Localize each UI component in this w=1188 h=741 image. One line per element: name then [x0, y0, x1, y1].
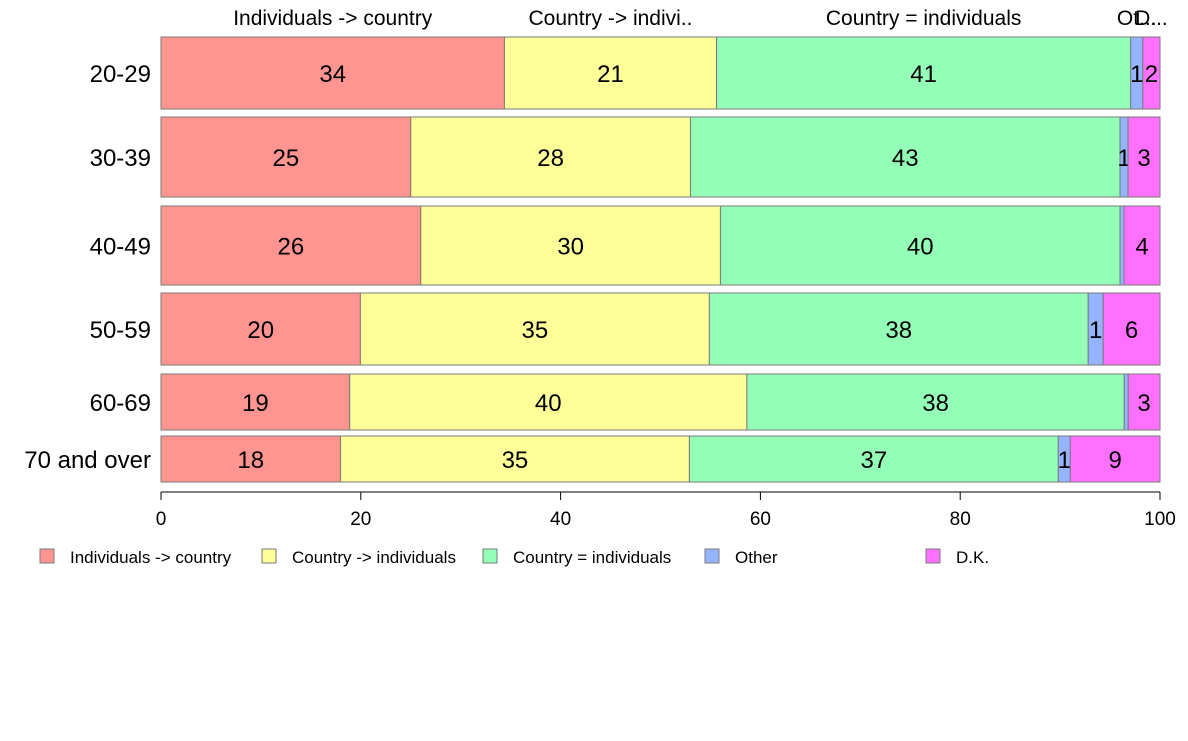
legend-swatch — [261, 548, 277, 564]
bar-segment — [719, 205, 1121, 286]
category-label: 50-59 — [90, 317, 151, 344]
data-label: 3 — [1137, 390, 1150, 417]
legend-swatch — [482, 548, 498, 564]
x-tick-label: 80 — [950, 509, 971, 530]
category-label: 20-29 — [90, 61, 151, 88]
bar-segment — [689, 116, 1121, 198]
bar-segment — [1123, 373, 1129, 431]
data-label: 30 — [557, 234, 584, 261]
data-label: 6 — [1125, 317, 1138, 344]
bar-segment — [160, 373, 351, 431]
bars-layer: 34 21 41 1 225 28 43 1 326 30 40 420 35 38 1 619 40 38 318… — [160, 36, 1161, 483]
category-labels: 20-29 30-39 40-49 50-59 60-69 70 and over — [24, 61, 151, 474]
data-label: 26 — [278, 234, 305, 261]
data-label: 19 — [242, 390, 269, 417]
data-label: 3 — [1137, 145, 1150, 172]
bar-segment — [410, 116, 691, 198]
data-label: 35 — [522, 317, 549, 344]
bar-segment — [160, 292, 361, 366]
category-label: 60-69 — [90, 390, 151, 417]
x-tick-label: 20 — [350, 509, 371, 530]
bar-segment — [746, 373, 1125, 431]
bar-segment — [708, 292, 1089, 366]
data-label: 1 — [1089, 317, 1102, 344]
bar-segment — [1142, 36, 1161, 110]
data-label: 40 — [907, 234, 934, 261]
bar-segment — [160, 435, 341, 483]
bar-segment — [160, 116, 412, 198]
x-tick-label: 40 — [550, 509, 571, 530]
x-tick-label: 60 — [750, 509, 771, 530]
x-tick-label: 0 — [156, 509, 167, 530]
bar-segment — [1123, 205, 1161, 286]
legend-label: Country -> individuals — [292, 548, 456, 567]
column-header-label: Individuals -> country — [233, 7, 433, 30]
legend-swatch — [925, 548, 941, 564]
bar-segment — [1127, 116, 1161, 198]
bar-segment — [160, 36, 505, 110]
column-header-labels: Individuals -> country Country -> indivi.… — [233, 7, 1168, 30]
bar-segment — [339, 435, 690, 483]
data-label: 41 — [910, 61, 937, 88]
column-header-label: Country = individuals — [826, 7, 1022, 30]
data-label: 20 — [247, 317, 274, 344]
column-header-label: Ot... — [1117, 7, 1157, 30]
category-label: 30-39 — [90, 145, 151, 172]
data-label: 43 — [892, 145, 919, 172]
legend-swatch — [39, 548, 55, 564]
x-tick-label: 100 — [1144, 509, 1176, 530]
data-label: 2 — [1145, 61, 1158, 88]
bar-segment — [349, 373, 748, 431]
category-label: 40-49 — [90, 234, 151, 261]
column-header-label: D... — [1135, 7, 1168, 30]
bar-segment — [420, 205, 721, 286]
legend-label: D.K. — [956, 548, 989, 567]
legend-label: Individuals -> country — [70, 548, 232, 567]
data-label: 1 — [1130, 61, 1143, 88]
bar-segment — [1102, 292, 1161, 366]
bar-segment — [688, 435, 1059, 483]
legend: Individuals -> country Country -> individ… — [39, 548, 989, 567]
data-label: 38 — [922, 390, 949, 417]
data-label: 21 — [597, 61, 624, 88]
x-axis: 0 20 40 60 80 100 — [156, 491, 1176, 530]
data-label: 1 — [1058, 447, 1071, 474]
bar-segment — [1119, 205, 1125, 286]
column-header-label: Country -> indivi.. — [529, 7, 693, 30]
data-label: 35 — [502, 447, 529, 474]
data-label: 1 — [1117, 145, 1130, 172]
data-label: 38 — [885, 317, 912, 344]
legend-swatch — [704, 548, 720, 564]
bar-segment — [1069, 435, 1161, 483]
category-label: 70 and over — [24, 447, 151, 474]
legend-label: Other — [735, 548, 778, 567]
bar-segment — [1127, 373, 1161, 431]
bar-segment — [160, 205, 422, 286]
data-label: 28 — [537, 145, 564, 172]
data-label: 9 — [1108, 447, 1121, 474]
data-label: 25 — [273, 145, 300, 172]
data-label: 34 — [319, 61, 346, 88]
data-label: 18 — [237, 447, 264, 474]
data-label: 37 — [861, 447, 888, 474]
data-label: 40 — [535, 390, 562, 417]
legend-label: Country = individuals — [513, 548, 671, 567]
bar-segment — [503, 36, 718, 110]
bar-segment — [359, 292, 710, 366]
data-label: 4 — [1135, 234, 1148, 261]
bar-segment — [716, 36, 1132, 110]
